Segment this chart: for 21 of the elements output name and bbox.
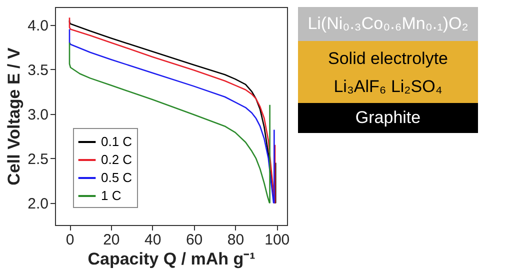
text: Li(Ni₀.₃Co₀.₆Mn₀.₁)O₂ xyxy=(308,14,468,33)
y-tick-label: 2.5 xyxy=(28,150,48,168)
y-tick-label: 3.5 xyxy=(28,62,48,79)
legend-label: 0.5 C xyxy=(101,170,132,185)
y-axis-title: Cell Voltage E / V xyxy=(4,47,24,186)
x-tick-label: 100 xyxy=(264,232,290,248)
legend-label: 1 C xyxy=(101,188,122,203)
text: Graphite xyxy=(355,108,421,127)
text: Solid electrolyte xyxy=(328,49,448,68)
legend-label: 0.1 C xyxy=(101,134,132,149)
x-axis-title: Capacity Q / mAh g⁻¹ xyxy=(88,250,256,268)
x-tick-label: 60 xyxy=(186,232,203,248)
y-tick-label: 4.0 xyxy=(28,17,48,34)
y-tick-label: 3.0 xyxy=(28,106,48,124)
text: Li₃AlF₆ Li₂SO₄ xyxy=(334,77,442,96)
x-tick-label: 20 xyxy=(103,232,120,248)
y-tick-label: 2.0 xyxy=(28,195,48,212)
x-tick-label: 80 xyxy=(227,232,244,248)
x-tick-label: 40 xyxy=(144,232,162,248)
x-tick-label: 0 xyxy=(66,232,74,248)
legend-label: 0.2 C xyxy=(101,152,132,167)
